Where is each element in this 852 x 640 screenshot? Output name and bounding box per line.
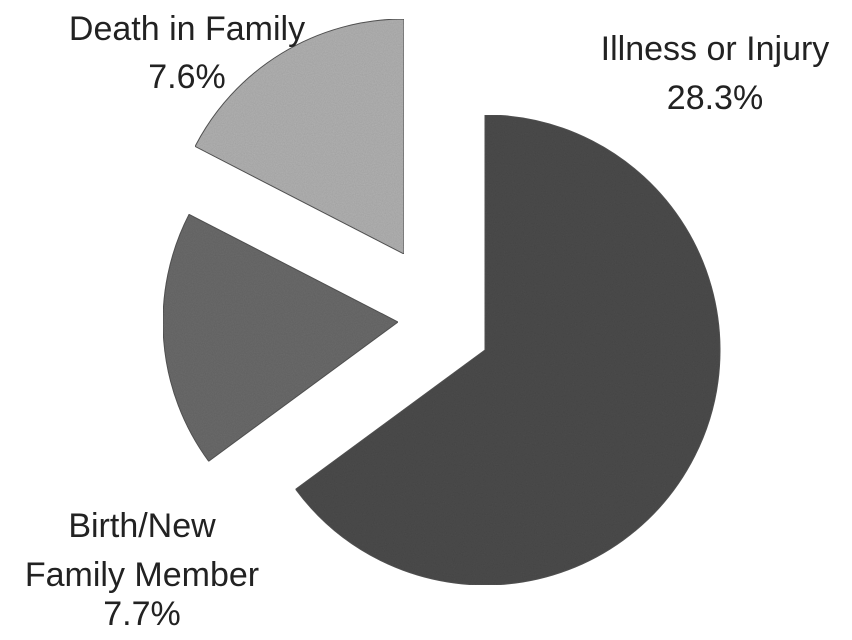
pie-slice-illness-or-injury bbox=[294, 114, 721, 586]
slice-value-birth-new-family-member: 7.7% bbox=[103, 595, 181, 633]
slice-value-illness-or-injury: 28.3% bbox=[667, 79, 763, 117]
pie-slices bbox=[162, 18, 721, 586]
slice-label-birth-new-family-member-line2: Family Member bbox=[25, 556, 259, 594]
slice-value-death-in-family: 7.6% bbox=[148, 58, 226, 96]
slice-label-death-in-family: Death in Family bbox=[69, 10, 305, 48]
pie-slice-birth-new-family-member bbox=[162, 213, 399, 462]
slice-label-illness-or-injury: Illness or Injury bbox=[601, 30, 830, 68]
pie-slice-death-in-family bbox=[194, 18, 405, 255]
slice-label-birth-new-family-member-line1: Birth/New bbox=[68, 507, 216, 545]
pie-labels: Illness or Injury 28.3% Death in Family … bbox=[25, 10, 829, 633]
